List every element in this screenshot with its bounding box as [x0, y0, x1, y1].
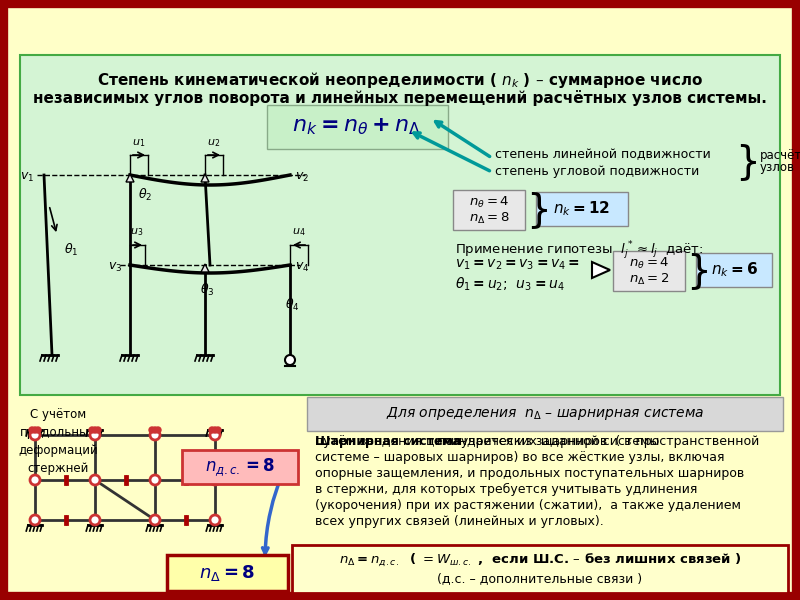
- Text: $\boldsymbol{n_\Delta = 8}$: $\boldsymbol{n_\Delta = 8}$: [199, 563, 255, 583]
- FancyBboxPatch shape: [4, 4, 796, 596]
- FancyBboxPatch shape: [536, 192, 628, 226]
- Circle shape: [29, 427, 35, 433]
- Circle shape: [149, 427, 155, 433]
- Text: $n_\Delta = 2$: $n_\Delta = 2$: [629, 271, 670, 287]
- Circle shape: [210, 475, 220, 485]
- Text: Применение гипотезы  $l_j^* \approx l_j$  даёт:: Применение гипотезы $l_j^* \approx l_j$ …: [455, 240, 703, 262]
- Text: $n_\theta = 4$: $n_\theta = 4$: [469, 194, 509, 209]
- Text: в стержни, для которых требуется учитывать удлинения: в стержни, для которых требуется учитыва…: [315, 483, 698, 496]
- Polygon shape: [126, 174, 134, 182]
- Text: (укорочения) при их растяжении (сжатии),  а также удалением: (укорочения) при их растяжении (сжатии),…: [315, 499, 741, 512]
- Text: $u_3$: $u_3$: [130, 226, 144, 238]
- Polygon shape: [592, 262, 610, 278]
- Text: $\theta_2$: $\theta_2$: [138, 187, 152, 203]
- Text: }: }: [736, 143, 760, 181]
- Text: всех упругих связей (линейных и угловых).: всех упругих связей (линейных и угловых)…: [315, 515, 604, 528]
- Text: $u_4$: $u_4$: [292, 226, 306, 238]
- Circle shape: [32, 427, 38, 433]
- Circle shape: [30, 515, 40, 525]
- Text: Степень кинематической неопределимости ( $\boldsymbol{n_k}$ ) – суммарное число: Степень кинематической неопределимости (…: [97, 70, 703, 90]
- Text: }: }: [526, 191, 550, 229]
- Text: $\boldsymbol{\theta_1 = u_2}$;  $\boldsymbol{u_3 = u_4}$: $\boldsymbol{\theta_1 = u_2}$; $\boldsym…: [455, 276, 565, 293]
- Circle shape: [90, 430, 100, 440]
- Polygon shape: [201, 264, 209, 272]
- Text: $n_\theta = 4$: $n_\theta = 4$: [629, 256, 669, 271]
- Text: $u_2$: $u_2$: [207, 137, 221, 149]
- Text: $v_3$: $v_3$: [108, 260, 122, 274]
- Text: $n_\Delta = 8$: $n_\Delta = 8$: [469, 211, 510, 226]
- Text: $u_1$: $u_1$: [132, 137, 146, 149]
- Circle shape: [89, 427, 95, 433]
- Text: Для определения  $n_\Delta$ – шарнирная система: Для определения $n_\Delta$ – шарнирная с…: [386, 406, 704, 422]
- Text: $\theta_3$: $\theta_3$: [200, 282, 214, 298]
- Text: независимых углов поворота и линейных перемещений расчётных узлов системы.: независимых углов поворота и линейных пе…: [33, 90, 767, 106]
- Text: узлов: узлов: [760, 161, 795, 175]
- Text: $v_4$: $v_4$: [295, 260, 310, 274]
- Text: $\theta_1$: $\theta_1$: [64, 242, 78, 258]
- Circle shape: [95, 427, 101, 433]
- Text: получается из заданной системы: получается из заданной системы: [433, 435, 659, 448]
- Text: $\theta_4$: $\theta_4$: [285, 297, 300, 313]
- FancyBboxPatch shape: [292, 545, 788, 593]
- FancyBboxPatch shape: [613, 251, 685, 291]
- Circle shape: [209, 427, 215, 433]
- Circle shape: [155, 427, 161, 433]
- Circle shape: [90, 475, 100, 485]
- Text: степень угловой подвижности: степень угловой подвижности: [495, 166, 699, 179]
- Circle shape: [150, 475, 160, 485]
- Text: $\boldsymbol{n_{д.с.} = 8}$: $\boldsymbol{n_{д.с.} = 8}$: [205, 456, 275, 478]
- Circle shape: [152, 427, 158, 433]
- Text: $\boldsymbol{n_k = 6}$: $\boldsymbol{n_k = 6}$: [710, 260, 758, 280]
- FancyBboxPatch shape: [696, 253, 772, 287]
- FancyBboxPatch shape: [20, 55, 780, 395]
- Text: $\boldsymbol{n_k = 12}$: $\boldsymbol{n_k = 12}$: [554, 200, 610, 218]
- Text: $\boldsymbol{v_1 = v_2 = v_3 = v_4 =}$: $\boldsymbol{v_1 = v_2 = v_3 = v_4 =}$: [455, 258, 580, 272]
- Circle shape: [92, 427, 98, 433]
- FancyBboxPatch shape: [167, 555, 288, 591]
- Text: $\boldsymbol{n_\Delta = n_{д.с.}}$  ( $= W_{ш.с.}$ ,  если Ш.С. – без лишних свя: $\boldsymbol{n_\Delta = n_{д.с.}}$ ( $= …: [338, 551, 742, 568]
- Circle shape: [35, 427, 41, 433]
- Circle shape: [210, 430, 220, 440]
- FancyBboxPatch shape: [453, 190, 525, 230]
- Circle shape: [215, 427, 221, 433]
- Polygon shape: [201, 174, 209, 182]
- Text: $v_1$: $v_1$: [20, 170, 34, 184]
- Circle shape: [212, 427, 218, 433]
- FancyBboxPatch shape: [267, 105, 448, 149]
- Circle shape: [150, 515, 160, 525]
- Text: Шарнирная система: Шарнирная система: [315, 435, 461, 448]
- Text: путём введения цилиндрических шарниров  ( в пространственной: путём введения цилиндрических шарниров (…: [315, 435, 759, 448]
- Circle shape: [285, 355, 295, 365]
- Circle shape: [210, 515, 220, 525]
- Text: расчётных: расчётных: [760, 148, 800, 161]
- Circle shape: [90, 515, 100, 525]
- FancyBboxPatch shape: [182, 450, 298, 484]
- FancyBboxPatch shape: [307, 397, 783, 431]
- Text: $\boldsymbol{n_k = n_\theta + n_\Delta}$: $\boldsymbol{n_k = n_\theta + n_\Delta}$: [293, 116, 422, 137]
- Text: (д.с. – дополнительные связи ): (д.с. – дополнительные связи ): [438, 572, 642, 586]
- Text: С учётом
продольных
деформаций
стержней: С учётом продольных деформаций стержней: [18, 408, 98, 475]
- Text: опорные защемления, и продольных поступательных шарниров: опорные защемления, и продольных поступа…: [315, 467, 744, 480]
- Text: }: }: [686, 252, 710, 290]
- Circle shape: [30, 475, 40, 485]
- Text: $v_2$: $v_2$: [295, 170, 309, 184]
- Circle shape: [150, 430, 160, 440]
- Text: системе – шаровых шарниров) во все жёсткие узлы, включая: системе – шаровых шарниров) во все жёстк…: [315, 451, 725, 464]
- Text: степень линейной подвижности: степень линейной подвижности: [495, 148, 710, 161]
- Circle shape: [30, 430, 40, 440]
